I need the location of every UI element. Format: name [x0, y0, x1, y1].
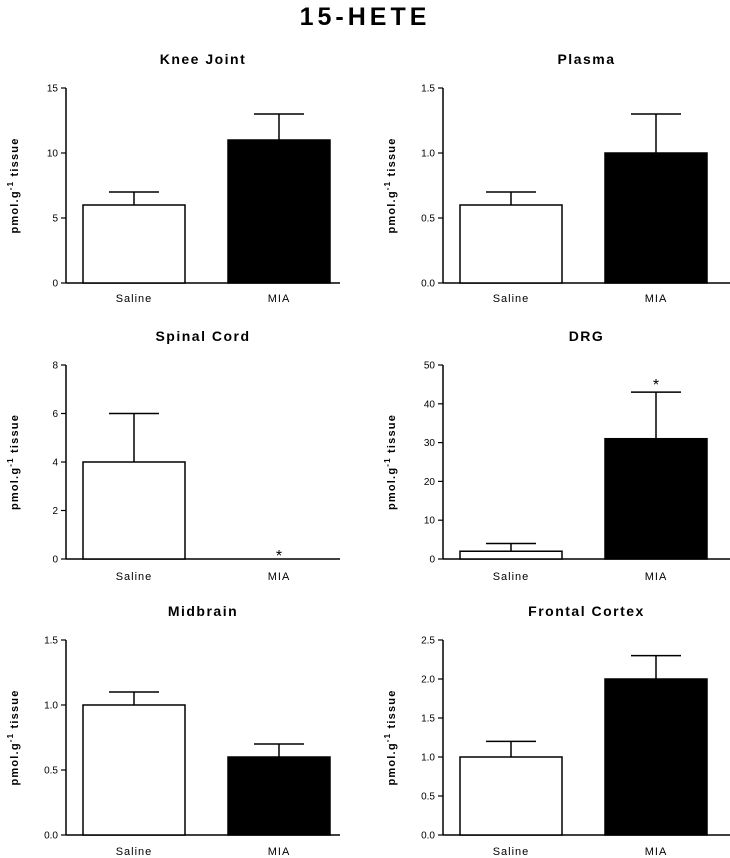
y-tick-label: 1.5 — [421, 714, 435, 725]
y-tick-label: 8 — [52, 361, 58, 372]
y-axis-label: pmol.g-1 tissue — [383, 414, 398, 510]
category-label: Saline — [116, 571, 153, 583]
y-tick-label: 50 — [424, 361, 436, 372]
y-axis-label: pmol.g-1 tissue — [383, 689, 398, 785]
category-label: MIA — [268, 846, 291, 858]
y-axis-label: pmol.g-1 tissue — [383, 137, 398, 233]
y-tick-label: 2.0 — [421, 675, 435, 686]
bar — [459, 756, 563, 836]
category-label: Saline — [493, 293, 530, 305]
y-tick-label: 0.0 — [44, 831, 58, 842]
bar — [459, 550, 563, 560]
y-tick-label: 0.5 — [44, 766, 58, 777]
bar — [82, 461, 186, 560]
y-axis-label: pmol.g-1 tissue — [6, 137, 21, 233]
bar-chart-panel: DRG 0 10 20 30 40 50 pmol.g-1 tissue Saline MIA * — [383, 328, 730, 583]
y-tick-label: 1.0 — [421, 149, 435, 160]
bar — [82, 704, 186, 836]
category-label: Saline — [493, 846, 530, 858]
category-label: MIA — [645, 293, 668, 305]
category-label: MIA — [645, 846, 668, 858]
bar — [459, 204, 563, 284]
y-tick-label: 4 — [52, 458, 58, 469]
panel-title: Midbrain — [168, 603, 238, 619]
bar — [227, 756, 331, 836]
panel-title: Spinal Cord — [155, 328, 250, 344]
y-tick-label: 0.0 — [421, 831, 435, 842]
bar-chart-panel: Midbrain 0.0 0.5 1.0 1.5 pmol.g-1 tissue Salin… — [6, 603, 340, 858]
bar — [604, 152, 708, 284]
category-label: Saline — [493, 571, 530, 583]
y-tick-label: 0.0 — [421, 279, 435, 290]
bar — [82, 204, 186, 284]
y-tick-label: 20 — [424, 477, 436, 488]
y-tick-label: 1.5 — [44, 636, 58, 647]
bar — [604, 678, 708, 836]
figure-title: 15-HETE — [299, 3, 431, 31]
y-tick-label: 10 — [424, 516, 436, 527]
bar — [227, 139, 331, 284]
category-label: MIA — [268, 571, 291, 583]
y-tick-label: 6 — [52, 409, 58, 420]
significance-marker: * — [276, 548, 282, 565]
y-tick-label: 40 — [424, 399, 436, 410]
bar-chart-panel: Plasma 0.0 0.5 1.0 1.5 pmol.g-1 tissue Saline M… — [383, 51, 730, 305]
bar-chart-panel: Knee Joint 0 5 10 15 pmol.g-1 tissue Saline MIA — [6, 51, 340, 305]
bar-chart-panel: Frontal Cortex 0.0 0.5 1.0 1.5 2.0 2.5 pmol.g-1… — [383, 603, 730, 858]
y-tick-label: 2.5 — [421, 636, 435, 647]
y-tick-label: 0 — [52, 555, 58, 566]
y-tick-label: 0.5 — [421, 792, 435, 803]
y-tick-label: 1.5 — [421, 84, 435, 95]
panel-title: Frontal Cortex — [528, 603, 645, 619]
category-label: MIA — [645, 571, 668, 583]
y-tick-label: 0.5 — [421, 214, 435, 225]
y-axis-label: pmol.g-1 tissue — [6, 689, 21, 785]
y-tick-label: 1.0 — [421, 753, 435, 764]
y-axis-label: pmol.g-1 tissue — [6, 414, 21, 510]
panel-title: Plasma — [557, 51, 615, 67]
y-tick-label: 0 — [52, 279, 58, 290]
panel-title: DRG — [569, 328, 605, 344]
category-label: Saline — [116, 846, 153, 858]
y-tick-label: 15 — [47, 84, 59, 95]
y-tick-label: 1.0 — [44, 701, 58, 712]
category-label: MIA — [268, 293, 291, 305]
y-tick-label: 2 — [52, 506, 58, 517]
significance-marker: * — [653, 377, 659, 394]
panel-title: Knee Joint — [160, 51, 247, 67]
y-tick-label: 30 — [424, 438, 436, 449]
y-tick-label: 10 — [47, 149, 59, 160]
y-tick-label: 5 — [52, 214, 58, 225]
category-label: Saline — [116, 293, 153, 305]
bar-chart-panel: Spinal Cord 0 2 4 6 8 pmol.g-1 tissue Saline MIA… — [6, 328, 340, 583]
y-tick-label: 0 — [429, 555, 435, 566]
bar — [604, 437, 708, 560]
